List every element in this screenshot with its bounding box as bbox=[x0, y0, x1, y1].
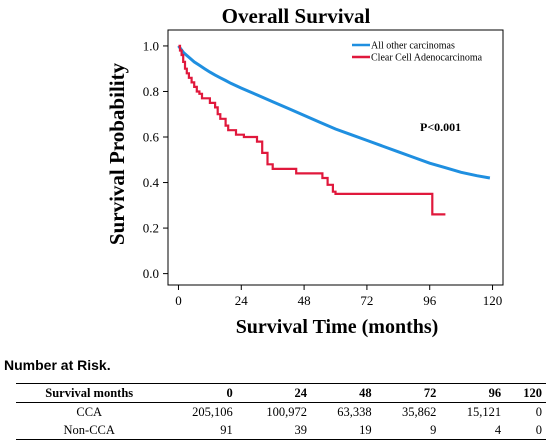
risk-col-header: 0 bbox=[162, 383, 237, 403]
x-tick-label: 0 bbox=[175, 293, 182, 308]
table-cell: 0 bbox=[505, 421, 546, 440]
risk-col-header: Survival months bbox=[16, 383, 163, 403]
risk-col-header: 96 bbox=[440, 383, 506, 403]
risk-col-header: 48 bbox=[310, 383, 376, 403]
x-tick-label: 96 bbox=[423, 293, 437, 308]
table-row: CCA 205,106 100,972 63,338 35,862 15,121… bbox=[16, 403, 546, 422]
risk-table-header-row: Survival months 0 24 48 72 96 120 bbox=[16, 383, 546, 403]
p-value-annotation: P<0.001 bbox=[420, 120, 461, 134]
y-axis-label: Survival Probability bbox=[105, 62, 129, 245]
y-tick-label: 0.2 bbox=[143, 221, 159, 236]
risk-table: Survival months 0 24 48 72 96 120 CCA 20… bbox=[16, 383, 546, 440]
x-tick-label: 24 bbox=[235, 293, 249, 308]
table-cell: 205,106 bbox=[192, 405, 233, 419]
survival-chart: Overall Survival Survival Probability Su… bbox=[105, 4, 504, 338]
series-line-clear-cell-adenocarcinoma bbox=[178, 44, 446, 216]
x-axis-label: Survival Time (months) bbox=[236, 316, 439, 338]
y-tick-label: 0.8 bbox=[143, 84, 159, 99]
row-label: Non-CCA bbox=[16, 421, 163, 440]
table-cell: 35,862 bbox=[402, 405, 437, 419]
table-cell: 91 bbox=[162, 421, 237, 440]
y-tick-label: 0.0 bbox=[143, 266, 159, 281]
risk-table-heading: Number at Risk. bbox=[4, 357, 111, 373]
y-tick-label: 0.4 bbox=[143, 175, 160, 190]
risk-col-header: 72 bbox=[375, 383, 441, 403]
chart-title: Overall Survival bbox=[222, 4, 371, 28]
table-cell: 39 bbox=[236, 421, 311, 440]
x-tick-label: 120 bbox=[483, 293, 503, 308]
table-cell: 0 bbox=[535, 405, 542, 419]
table-cell: 15,121 bbox=[466, 405, 502, 419]
row-label: CCA bbox=[76, 405, 103, 419]
table-cell: 4 bbox=[440, 421, 506, 440]
legend-label: Clear Cell Adenocarcinoma bbox=[371, 53, 483, 64]
y-tick-label: 1.0 bbox=[143, 38, 159, 53]
plot-area bbox=[177, 44, 491, 216]
plot-frame bbox=[167, 29, 504, 286]
legend-label: All other carcinomas bbox=[371, 41, 455, 52]
series-line-all-other-carcinomas bbox=[177, 44, 491, 180]
x-tick-label: 48 bbox=[298, 293, 311, 308]
risk-col-header: 120 bbox=[505, 383, 546, 403]
y-tick-label: 0.6 bbox=[143, 130, 160, 145]
table-cell: 63,338 bbox=[337, 405, 372, 419]
axes: 0 24 48 72 96 120 0.0 0.2 0.4 0.6 0.8 1.0 bbox=[143, 29, 504, 308]
table-row: Non-CCA 91 39 19 9 4 0 bbox=[16, 421, 546, 440]
table-cell: 19 bbox=[310, 421, 376, 440]
table-cell: 9 bbox=[375, 421, 441, 440]
x-tick-label: 72 bbox=[360, 293, 373, 308]
risk-col-header: 24 bbox=[236, 383, 311, 403]
table-cell: 100,972 bbox=[266, 405, 307, 419]
